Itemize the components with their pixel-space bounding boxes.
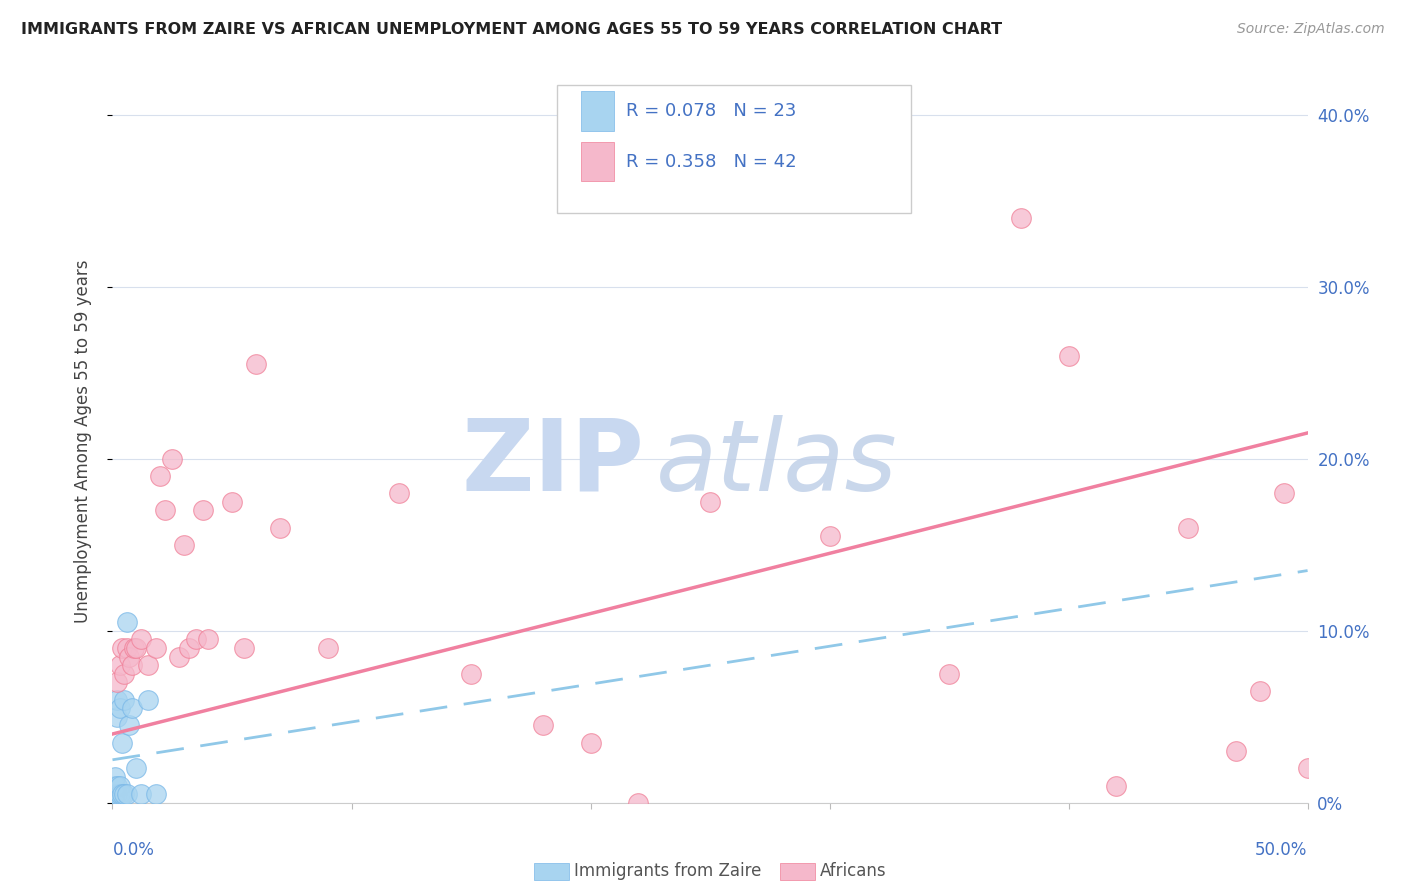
Point [145,787,167,801]
Point [121,701,143,715]
Point [269,520,291,534]
Point [177,640,200,655]
Point [138,692,160,706]
Text: 0.0%: 0.0% [112,840,155,859]
Point [105,675,128,690]
Point [129,632,152,647]
FancyBboxPatch shape [557,86,911,212]
Point [114,787,135,801]
Point [108,787,131,801]
Point [118,649,141,664]
Text: 50.0%: 50.0% [1256,840,1308,859]
Point [1105,779,1128,793]
Point [108,701,131,715]
Point [193,503,215,517]
Point [627,796,650,810]
Point [121,658,143,673]
Text: ZIP: ZIP [461,415,644,512]
FancyBboxPatch shape [581,91,614,131]
Point [115,615,138,630]
Point [938,666,960,681]
Point [115,640,138,655]
Point [579,735,602,749]
Text: Africans: Africans [820,863,886,880]
Point [138,658,160,673]
Point [122,640,145,655]
Point [1249,684,1271,698]
Point [114,666,135,681]
Point [105,787,128,801]
Point [149,469,172,483]
Text: Immigrants from Zaire: Immigrants from Zaire [574,863,761,880]
Text: Source: ZipAtlas.com: Source: ZipAtlas.com [1237,22,1385,37]
Y-axis label: Unemployment Among Ages 55 to 59 years: Unemployment Among Ages 55 to 59 years [73,260,91,624]
Point [186,632,208,647]
Point [114,692,135,706]
Text: IMMIGRANTS FROM ZAIRE VS AFRICAN UNEMPLOYMENT AMONG AGES 55 TO 59 YEARS CORRELAT: IMMIGRANTS FROM ZAIRE VS AFRICAN UNEMPLO… [21,22,1002,37]
Point [1225,744,1247,758]
Point [129,787,152,801]
Point [105,779,128,793]
Point [105,692,128,706]
Point [104,770,127,784]
Point [233,640,256,655]
Text: R = 0.078   N = 23: R = 0.078 N = 23 [627,102,797,120]
Point [111,735,134,749]
Point [125,640,148,655]
Point [162,451,183,466]
Point [388,486,411,500]
Point [1057,349,1080,363]
Point [245,357,267,371]
Point [1177,520,1199,534]
Point [111,787,134,801]
Point [173,538,195,552]
Point [118,718,141,732]
Point [221,494,243,508]
Point [145,640,167,655]
Point [1296,761,1319,775]
Point [125,761,148,775]
Text: atlas: atlas [657,415,898,512]
Point [316,640,339,655]
Point [108,658,131,673]
Point [531,718,554,732]
Point [1272,486,1295,500]
Point [699,494,721,508]
Point [115,787,138,801]
Point [104,796,127,810]
Point [169,649,191,664]
Point [104,787,127,801]
Point [108,779,131,793]
Point [460,666,482,681]
FancyBboxPatch shape [581,142,614,181]
Point [1010,211,1032,225]
Point [104,779,127,793]
Point [197,632,219,647]
Point [818,529,841,543]
Point [111,640,134,655]
Point [105,710,128,724]
Text: R = 0.358   N = 42: R = 0.358 N = 42 [627,153,797,170]
Point [153,503,176,517]
